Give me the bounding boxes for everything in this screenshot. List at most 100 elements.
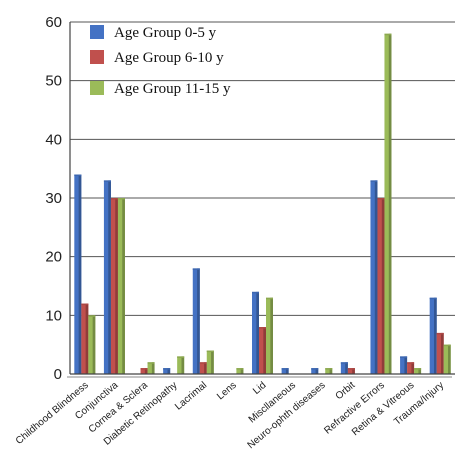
bar-shadow bbox=[85, 303, 89, 374]
bar-top bbox=[177, 356, 185, 358]
legend-item: Age Group 0-5 y bbox=[90, 25, 217, 41]
x-tick-label: Orbit bbox=[334, 380, 358, 402]
bar-body bbox=[340, 362, 348, 374]
bar-body bbox=[252, 291, 259, 374]
bar bbox=[340, 362, 348, 374]
bar-top bbox=[443, 344, 451, 347]
bar-top bbox=[192, 268, 200, 270]
bar-shadow bbox=[115, 198, 118, 374]
bar-body bbox=[147, 362, 155, 374]
bar bbox=[407, 362, 415, 374]
bar bbox=[400, 356, 408, 374]
y-tick-label: 50 bbox=[45, 73, 62, 90]
bar-shadow bbox=[448, 344, 451, 374]
bar bbox=[236, 368, 244, 374]
legend-label: Age Group 6-10 y bbox=[114, 50, 224, 66]
bar-body bbox=[414, 368, 422, 374]
bar-shadow bbox=[144, 368, 148, 374]
bar-top bbox=[325, 368, 333, 370]
bar-top bbox=[311, 368, 319, 370]
bar bbox=[199, 362, 207, 374]
bar-top bbox=[340, 362, 348, 364]
gridlines bbox=[70, 21, 455, 316]
bar-top bbox=[400, 356, 408, 358]
y-tick-label: 40 bbox=[45, 131, 62, 148]
bar-body bbox=[377, 198, 385, 374]
y-axis-ticks: 0 10 20 30 40 50 60 bbox=[45, 14, 62, 383]
bar-shadow bbox=[211, 350, 214, 374]
bar-shadow bbox=[181, 356, 185, 374]
bar-shadow bbox=[418, 368, 422, 374]
bar-body bbox=[163, 368, 171, 374]
bar-shadow bbox=[441, 332, 444, 374]
bar-top bbox=[140, 368, 148, 370]
bar bbox=[347, 368, 355, 374]
bar-shadow bbox=[434, 297, 437, 374]
bar-shadow bbox=[352, 368, 355, 374]
bar-shadow bbox=[151, 362, 155, 374]
legend: Age Group 0-5 y Age Group 6-10 y Age Group… bbox=[90, 25, 231, 97]
bar-body bbox=[81, 303, 89, 374]
bar-top bbox=[377, 198, 385, 200]
bar-top bbox=[259, 327, 266, 329]
bar-shadow bbox=[204, 362, 207, 374]
bar bbox=[266, 297, 273, 374]
bar bbox=[252, 291, 259, 374]
bar-body bbox=[325, 368, 333, 374]
bar bbox=[414, 368, 422, 374]
y-tick-label: 60 bbox=[45, 14, 62, 31]
bar bbox=[377, 198, 385, 374]
bar-body bbox=[347, 368, 355, 374]
bar bbox=[281, 368, 289, 374]
bar-shadow bbox=[122, 198, 125, 374]
bar-body bbox=[407, 362, 415, 374]
bar bbox=[177, 356, 185, 374]
bar-top bbox=[103, 180, 111, 182]
bar-body bbox=[311, 368, 319, 374]
bar-top bbox=[206, 350, 214, 353]
bar-shadow bbox=[411, 362, 415, 374]
bar-body bbox=[117, 198, 125, 374]
bar bbox=[259, 327, 266, 374]
legend-swatch bbox=[90, 50, 104, 64]
bar-shadow bbox=[197, 268, 200, 374]
bar-shadow bbox=[256, 291, 259, 374]
bars bbox=[74, 33, 451, 374]
legend-swatch bbox=[90, 81, 104, 95]
bar-top bbox=[117, 198, 125, 200]
bar-shadow bbox=[78, 174, 82, 374]
bar-top bbox=[163, 368, 171, 370]
bar-body bbox=[370, 180, 378, 374]
bar-body bbox=[192, 268, 200, 374]
bar bbox=[206, 350, 214, 374]
bar bbox=[436, 332, 444, 374]
bar-top bbox=[436, 332, 444, 335]
bar-top bbox=[74, 174, 82, 177]
bar-shadow bbox=[108, 180, 111, 374]
y-tick-label: 30 bbox=[45, 190, 62, 207]
bar-body bbox=[443, 344, 451, 374]
legend-swatch bbox=[90, 25, 104, 39]
x-axis bbox=[67, 22, 455, 378]
bar-top bbox=[281, 368, 289, 370]
bar bbox=[140, 368, 148, 374]
x-tick-label: Lid bbox=[251, 380, 268, 397]
y-tick-label: 10 bbox=[45, 307, 62, 324]
bar-body bbox=[177, 356, 185, 374]
bar-body bbox=[74, 174, 82, 374]
bar-shadow bbox=[329, 368, 333, 374]
bar bbox=[311, 368, 319, 374]
legend-label: Age Group 0-5 y bbox=[114, 25, 217, 41]
bar-top bbox=[252, 291, 259, 294]
bar-body bbox=[236, 368, 244, 374]
bar bbox=[81, 303, 89, 374]
bar-top bbox=[88, 315, 96, 317]
bar-top bbox=[81, 303, 89, 306]
bar bbox=[384, 33, 392, 374]
bar-shadow bbox=[92, 315, 96, 374]
legend-item: Age Group 11-15 y bbox=[90, 81, 231, 97]
bar-body bbox=[110, 198, 118, 374]
bar-top bbox=[429, 297, 437, 300]
